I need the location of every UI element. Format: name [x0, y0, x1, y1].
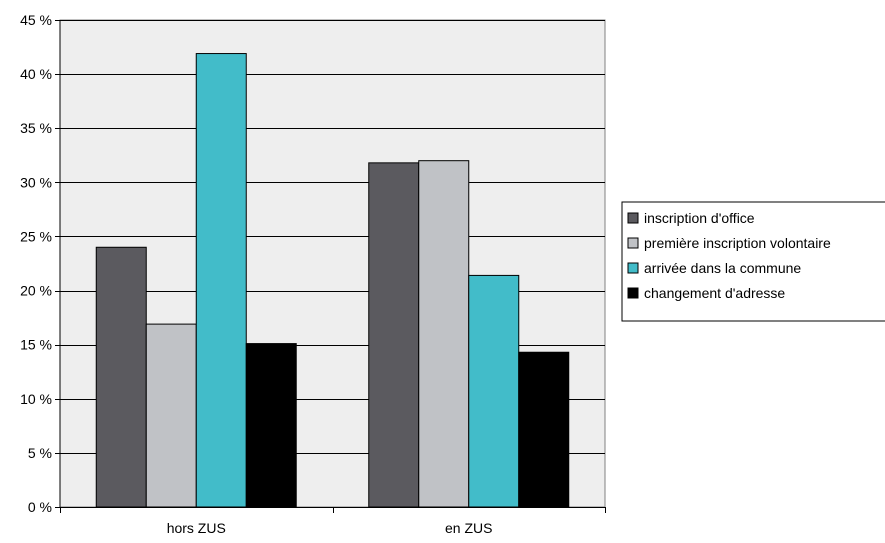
- x-tick-label: en ZUS: [445, 520, 492, 536]
- y-tick-label: 20 %: [20, 283, 52, 299]
- legend-swatch: [627, 262, 639, 274]
- y-tick-label: 35 %: [20, 120, 52, 136]
- legend-swatch: [627, 212, 639, 224]
- x-tick-label: hors ZUS: [167, 520, 226, 536]
- y-tick-label: 45 %: [20, 12, 52, 28]
- legend-label: changement d'adresse: [644, 285, 785, 301]
- legend-label: arrivée dans la commune: [644, 260, 801, 276]
- bar-en-zus-series-4: [518, 351, 570, 508]
- y-tick-label: 40 %: [20, 66, 52, 82]
- legend-swatch: [627, 287, 639, 299]
- bar-hors-zus-series-1: [95, 246, 147, 508]
- legend-label: première inscription volontaire: [644, 235, 831, 251]
- bar-en-zus-series-2: [418, 160, 470, 508]
- y-tick-labels: 0 % 5 % 10 % 15 % 20 % 25 % 30 % 35 % 40 % 45 %: [20, 12, 52, 515]
- y-tick-label: 15 %: [20, 337, 52, 353]
- bar-en-zus-series-3: [468, 274, 520, 508]
- y-tick-label: 5 %: [28, 445, 52, 461]
- bar-en-zus-series-1: [368, 162, 420, 508]
- bars: [95, 53, 570, 508]
- legend-box: [621, 201, 885, 322]
- legend-label: inscription d'office: [644, 210, 755, 226]
- x-tick-labels: hors ZUS en ZUS: [167, 520, 493, 536]
- y-tick-label: 10 %: [20, 391, 52, 407]
- bar-hors-zus-series-2: [145, 323, 197, 508]
- legend: inscription d'office première inscription…: [621, 201, 885, 322]
- axes: [55, 20, 606, 513]
- legend-swatch: [627, 237, 639, 249]
- y-tick-label: 30 %: [20, 174, 52, 190]
- bar-hors-zus-series-4: [245, 343, 297, 508]
- bar-hors-zus-series-3: [195, 53, 247, 508]
- y-tick-label: 25 %: [20, 228, 52, 244]
- y-tick-label: 0 %: [28, 499, 52, 515]
